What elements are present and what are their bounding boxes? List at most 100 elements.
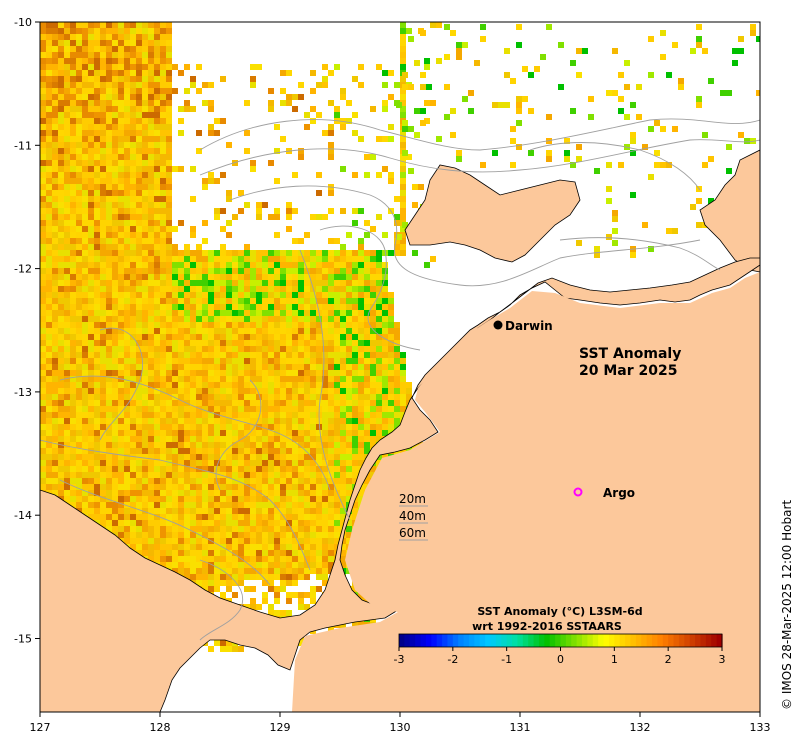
colorbar-tick-label: 2: [665, 653, 672, 666]
colorbar-swatch: [490, 634, 497, 647]
colorbar-swatch: [544, 634, 551, 647]
contour-label-20m: 20m: [399, 492, 426, 506]
colorbar-swatch: [657, 634, 664, 647]
colorbar-swatch: [598, 634, 605, 647]
colorbar-swatch: [673, 634, 680, 647]
colorbar-swatch: [506, 634, 513, 647]
darwin-label: Darwin: [505, 319, 553, 333]
colorbar: SST Anomaly (°C) L3SM-6d wrt 1992-2016 S…: [394, 605, 726, 666]
colorbar-swatch: [528, 634, 535, 647]
darwin-marker: [493, 320, 503, 330]
colorbar-swatch: [399, 634, 405, 647]
coburg-peninsula-land: [699, 149, 760, 273]
colorbar-swatch: [684, 634, 691, 647]
mainland-interior: [292, 272, 760, 712]
colorbar-swatch: [635, 634, 642, 647]
x-tick-label: 131: [510, 721, 531, 734]
colorbar-swatch: [501, 634, 508, 647]
colorbar-swatch: [678, 634, 685, 647]
colorbar-swatch: [431, 634, 438, 647]
y-axis: -10 -11 -12 -13 -14 -15: [14, 16, 40, 646]
colorbar-swatch: [512, 634, 519, 647]
place-argo: Argo: [573, 486, 635, 500]
colorbar-swatch: [458, 634, 465, 647]
colorbar-swatch: [420, 634, 427, 647]
colorbar-tick-label: 1: [611, 653, 618, 666]
colorbar-tick-label: -2: [447, 653, 458, 666]
place-darwin: Darwin: [493, 319, 553, 333]
x-tick-label: 127: [30, 721, 51, 734]
colorbar-swatch: [404, 634, 411, 647]
colorbar-subtitle: wrt 1992-2016 SSTAARS: [472, 620, 622, 633]
colorbar-swatch: [587, 634, 594, 647]
bathymetry-contours: [40, 118, 760, 641]
colorbar-tick-label: 0: [557, 653, 564, 666]
colorbar-swatch: [668, 634, 675, 647]
imos-credit: © IMOS 28-Mar-2025 12:00 Hobart: [780, 500, 794, 710]
colorbar-swatch: [479, 634, 486, 647]
y-tick-label: -14: [14, 509, 32, 522]
colorbar-swatch: [646, 634, 653, 647]
colorbar-tick-label: -3: [394, 653, 405, 666]
x-axis: 127 128 129 130 131 132 133: [30, 712, 771, 734]
colorbar-swatch: [641, 634, 648, 647]
colorbar-swatch: [447, 634, 454, 647]
colorbar-swatch: [592, 634, 599, 647]
colorbar-swatch: [452, 634, 459, 647]
colorbar-swatch: [522, 634, 529, 647]
colorbar-title: SST Anomaly (°C) L3SM-6d: [477, 605, 642, 618]
colorbar-swatch: [560, 634, 567, 647]
colorbar-swatch: [555, 634, 562, 647]
colorbar-tick-label: 3: [719, 653, 726, 666]
colorbar-swatch: [436, 634, 443, 647]
y-tick-label: -13: [14, 386, 32, 399]
colorbar-swatch: [603, 634, 610, 647]
x-tick-label: 128: [150, 721, 171, 734]
colorbar-swatch: [662, 634, 669, 647]
map-date: 20 Mar 2025: [579, 363, 677, 379]
colorbar-swatch: [689, 634, 696, 647]
colorbar-swatch: [549, 634, 556, 647]
colorbar-swatch: [415, 634, 422, 647]
contour-label-60m: 60m: [399, 526, 426, 540]
colorbar-swatch: [608, 634, 615, 647]
colorbar-swatch: [565, 634, 572, 647]
colorbar-ticks: -3 -2 -1 0 1 2 3: [394, 647, 726, 666]
colorbar-swatch: [619, 634, 626, 647]
colorbar-swatch: [695, 634, 702, 647]
colorbar-swatch: [582, 634, 589, 647]
y-tick-label: -11: [14, 139, 32, 152]
colorbar-swatch: [614, 634, 621, 647]
map-title: SST Anomaly: [579, 346, 681, 362]
colorbar-tick-label: -1: [501, 653, 512, 666]
colorbar-swatch: [533, 634, 540, 647]
y-tick-label: -12: [14, 263, 32, 276]
colorbar-swatches: [399, 634, 723, 647]
colorbar-swatch: [571, 634, 578, 647]
colorbar-swatch: [485, 634, 492, 647]
colorbar-swatch: [463, 634, 470, 647]
colorbar-swatch: [716, 634, 723, 647]
colorbar-swatch: [474, 634, 481, 647]
tiwi-islands-land: [404, 164, 581, 263]
contour-legend: 20m 40m 60m: [399, 492, 428, 541]
argo-label: Argo: [603, 486, 635, 500]
colorbar-swatch: [700, 634, 707, 647]
colorbar-swatch: [705, 634, 712, 647]
colorbar-swatch: [517, 634, 524, 647]
colorbar-swatch: [442, 634, 449, 647]
colorbar-swatch: [576, 634, 583, 647]
y-tick-label: -15: [14, 633, 32, 646]
contour-label-40m: 40m: [399, 509, 426, 523]
colorbar-swatch: [495, 634, 502, 647]
colorbar-swatch: [625, 634, 632, 647]
colorbar-swatch: [711, 634, 718, 647]
colorbar-swatch: [409, 634, 416, 647]
map-plot-area: [40, 22, 760, 712]
colorbar-swatch: [630, 634, 637, 647]
colorbar-swatch: [538, 634, 545, 647]
x-tick-label: 132: [630, 721, 651, 734]
x-tick-label: 130: [390, 721, 411, 734]
colorbar-swatch: [425, 634, 432, 647]
